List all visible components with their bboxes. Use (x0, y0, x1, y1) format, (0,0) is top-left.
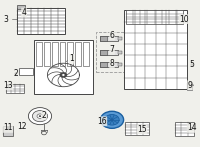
Circle shape (105, 115, 119, 125)
Bar (125, 122, 149, 135)
Text: 2: 2 (42, 111, 46, 120)
Text: 6: 6 (110, 31, 114, 40)
Bar (187, 82, 192, 90)
Circle shape (110, 118, 114, 121)
Bar (75, 42, 81, 66)
Bar (44, 42, 50, 66)
Bar (100, 62, 118, 67)
Text: 3: 3 (4, 15, 8, 24)
Text: 11: 11 (3, 123, 13, 132)
Bar (67, 42, 73, 66)
Bar (17, 5, 25, 9)
Bar (100, 36, 118, 41)
Bar (34, 40, 93, 94)
Bar (60, 42, 65, 66)
Bar (100, 50, 118, 55)
Text: 5: 5 (190, 60, 194, 69)
Text: 1: 1 (70, 54, 74, 63)
Bar (83, 42, 89, 66)
Circle shape (190, 64, 194, 66)
Bar (19, 68, 33, 75)
Circle shape (28, 108, 52, 125)
Bar (126, 10, 183, 24)
Circle shape (39, 115, 41, 117)
Bar (118, 63, 122, 66)
Bar (17, 8, 65, 34)
Bar (96, 32, 134, 72)
Text: 2: 2 (14, 69, 18, 78)
Circle shape (37, 114, 43, 118)
Bar (100, 36, 107, 41)
Circle shape (6, 84, 10, 86)
Circle shape (100, 111, 124, 128)
Bar (36, 42, 42, 66)
Text: 14: 14 (187, 123, 197, 132)
Bar (6, 84, 24, 93)
Bar (175, 122, 194, 136)
Bar (124, 10, 187, 89)
Bar (3, 126, 13, 136)
Circle shape (32, 111, 48, 122)
Text: 10: 10 (179, 15, 189, 24)
Text: 9: 9 (188, 81, 192, 90)
Circle shape (60, 72, 67, 78)
Bar (100, 50, 107, 55)
Text: 16: 16 (97, 117, 107, 126)
Circle shape (190, 84, 194, 86)
Text: 15: 15 (137, 125, 147, 134)
Circle shape (6, 127, 10, 129)
Text: 8: 8 (110, 59, 114, 68)
Bar (52, 42, 58, 66)
Circle shape (14, 72, 18, 75)
Circle shape (62, 74, 65, 76)
Text: 4: 4 (22, 8, 26, 17)
Bar (100, 62, 107, 67)
Bar (118, 37, 122, 40)
Bar (118, 51, 122, 54)
Text: 7: 7 (110, 45, 114, 55)
Text: 13: 13 (3, 81, 13, 90)
Circle shape (190, 127, 194, 129)
Text: 12: 12 (17, 122, 27, 131)
